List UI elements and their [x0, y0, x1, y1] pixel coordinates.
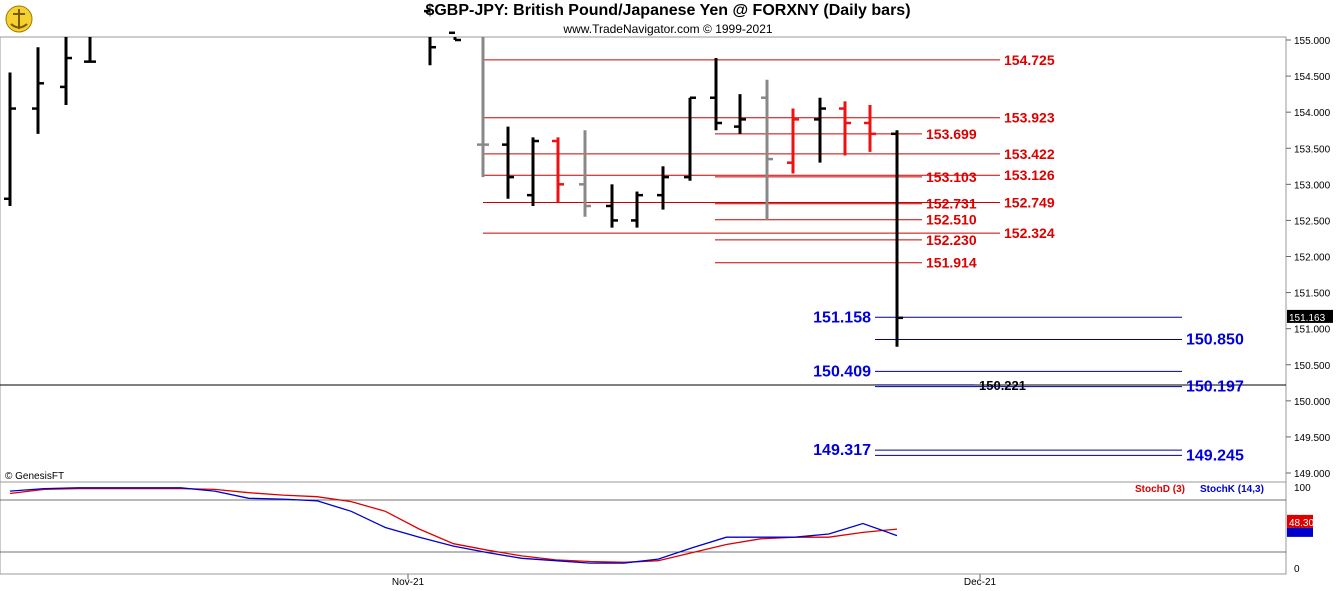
level-label: 153.103: [926, 169, 977, 185]
level-label: 151.158: [813, 309, 871, 326]
stoch-k-value-badge: [1287, 527, 1313, 537]
level-label: 152.510: [926, 212, 977, 228]
price-tick-label: 155.000: [1294, 36, 1331, 47]
stoch-k-line: [9, 487, 898, 564]
level-label: 152.731: [926, 196, 977, 212]
level-label: 153.422: [1004, 146, 1055, 162]
price-tick-label: 151.500: [1294, 289, 1331, 300]
chart-subtitle: www.TradeNavigator.com © 1999-2021: [563, 22, 773, 36]
last-price-value: 151.163: [1289, 313, 1326, 324]
stoch-d-value-badge: [1287, 514, 1313, 528]
level-label: 149.317: [813, 442, 871, 459]
price-tick-label: 151.000: [1294, 325, 1331, 336]
chart-title: $GBP-JPY: British Pound/Japanese Yen @ F…: [425, 2, 911, 19]
stoch-tick-label: 100: [1294, 483, 1311, 494]
watermark: © GenesisFT: [5, 471, 64, 482]
level-label: 152.230: [926, 232, 977, 248]
price-tick-label: 149.500: [1294, 433, 1331, 444]
legend-stoch-k: StochK (14,3): [1200, 484, 1264, 495]
time-tick-label: Dec-21: [964, 577, 997, 588]
trade-navigator-logo-icon: [4, 4, 34, 34]
price-panel: [0, 36, 1287, 483]
legend-stoch-d: StochD (3): [1135, 484, 1185, 495]
stoch-tick-label: 0: [1294, 564, 1300, 575]
level-label: 149.245: [1186, 447, 1244, 464]
price-tick-label: 150.500: [1294, 361, 1331, 372]
price-tick-label: 152.500: [1294, 216, 1331, 227]
level-label: 150.197: [1186, 379, 1244, 396]
level-label: 151.914: [926, 255, 977, 271]
stochastic-panel: [0, 481, 1287, 575]
price-tick-label: 154.500: [1294, 72, 1331, 83]
level-label: 154.725: [1004, 52, 1055, 68]
price-tick-label: 153.000: [1294, 180, 1331, 191]
level-label: 153.699: [926, 126, 977, 142]
level-label: 153.923: [1004, 110, 1055, 126]
price-tick-label: 152.000: [1294, 253, 1331, 264]
price-tick-label: 153.500: [1294, 144, 1331, 155]
stoch-last-value: 48.30: [1289, 518, 1314, 529]
level-label: 153.126: [1004, 167, 1055, 183]
level-label: 150.850: [1186, 331, 1244, 348]
stoch-d-line: [9, 487, 898, 563]
level-label: 152.749: [1004, 194, 1055, 210]
level-label: 152.324: [1004, 225, 1055, 241]
level-label: 150.409: [813, 363, 871, 380]
level-label: 150.221: [979, 378, 1026, 393]
price-tick-label: 149.000: [1294, 469, 1331, 480]
price-tick-label: 154.000: [1294, 108, 1331, 119]
time-tick-label: Nov-21: [392, 577, 425, 588]
last-price-badge: [1287, 309, 1333, 323]
price-tick-label: 150.000: [1294, 397, 1331, 408]
